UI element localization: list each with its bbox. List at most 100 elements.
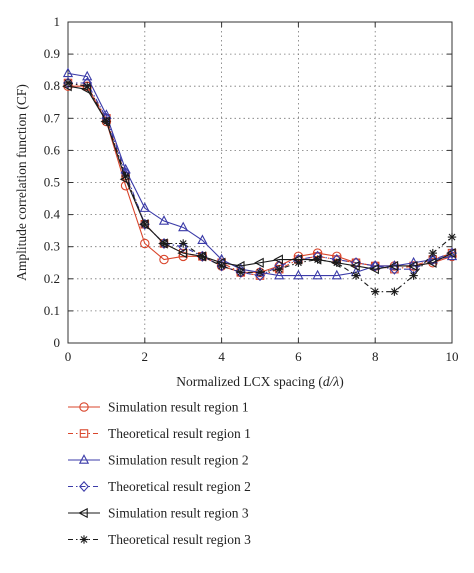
data-point [331, 269, 342, 280]
legend-label: Theoretical result region 2 [108, 479, 251, 494]
data-point [350, 260, 360, 272]
asterisk-stroke [410, 272, 418, 280]
legend-item-5: Simulation result region 3 [68, 506, 249, 521]
asterisk-stroke [122, 172, 130, 180]
y-axis-label: Amplitude correlation function (CF) [14, 84, 29, 281]
data-point [369, 264, 379, 275]
data-point [177, 248, 187, 259]
data-point [63, 78, 73, 88]
data-point [63, 77, 73, 89]
x-tick-label: 10 [446, 349, 459, 364]
y-tick-label: 0.5 [44, 175, 60, 190]
y-tick-label: 0.8 [44, 78, 60, 93]
asterisk-stroke [179, 240, 187, 247]
data-point [140, 238, 150, 249]
data-point [102, 117, 111, 126]
y-tick-label: 0.4 [44, 207, 61, 222]
asterisk-stroke [83, 82, 91, 90]
data-point [82, 70, 93, 81]
legend-marker [79, 429, 89, 438]
asterisk-stroke [314, 256, 322, 263]
x-tick-label: 6 [295, 349, 302, 364]
asterisk-stroke [294, 259, 302, 267]
axis-ticks: 00.10.20.30.40.50.60.70.80.910 2 4 6 8 10 [44, 14, 459, 364]
data-point [294, 258, 303, 267]
data-point [447, 232, 457, 242]
data-point [351, 271, 361, 280]
data-point [332, 258, 341, 267]
data-point [274, 269, 285, 280]
data-point [312, 269, 323, 280]
data-point [235, 266, 246, 278]
asterisk-stroke [237, 268, 245, 276]
data-point [254, 257, 264, 268]
asterisk-stroke [390, 288, 398, 296]
data-point [255, 268, 265, 277]
data-point [275, 264, 284, 274]
grid-lines [68, 22, 452, 343]
asterisk-stroke [198, 252, 206, 260]
asterisk-stroke [102, 118, 110, 125]
legend-item-4: Theoretical result region 2 [68, 479, 251, 494]
data-point [446, 248, 456, 259]
asterisk-stroke [352, 272, 360, 280]
asterisk-stroke [141, 220, 149, 228]
x-tick-label: 4 [218, 349, 225, 364]
data-point [388, 260, 399, 272]
y-tick-label: 0.7 [44, 110, 61, 125]
data-point [370, 260, 381, 272]
y-tick-label: 0 [54, 335, 61, 350]
data-point [409, 271, 418, 280]
legend-item-2: Theoretical result region 1 [68, 426, 251, 441]
data-point [140, 220, 149, 229]
data-point [426, 257, 437, 268]
data-point [234, 260, 245, 272]
asterisk-stroke [275, 265, 283, 273]
data-point [158, 215, 170, 225]
data-point [198, 252, 207, 261]
legend-label: Simulation result region 3 [108, 506, 249, 521]
series-line [67, 85, 453, 270]
data-point [407, 260, 418, 272]
x-axis-label-suffix: ) [339, 374, 344, 389]
data-point [236, 268, 245, 277]
x-tick-label: 0 [65, 349, 72, 364]
legend-label: Theoretical result region 3 [108, 532, 251, 547]
y-tick-label: 0.3 [44, 239, 60, 254]
data-point [351, 257, 361, 269]
legend-label: Theoretical result region 1 [108, 426, 251, 441]
y-tick-label: 0.9 [44, 46, 60, 61]
data-point [197, 234, 208, 245]
data-point [255, 270, 265, 282]
legend-label: Simulation result region 2 [108, 453, 249, 468]
x-tick-label: 2 [142, 349, 149, 364]
legend: Simulation result region 1 Theoretical re… [68, 400, 251, 547]
data-point [159, 239, 169, 248]
y-tick-label: 0.6 [44, 142, 61, 157]
legend-marker [78, 507, 88, 519]
data-point [313, 255, 322, 264]
data-point [178, 221, 189, 232]
data-point [121, 171, 130, 181]
data-point [427, 254, 438, 266]
legend-marker [79, 402, 89, 412]
data-point [217, 261, 226, 271]
legend-label: Simulation result region 1 [108, 400, 249, 415]
asterisk-stroke [371, 288, 379, 296]
legend-item-3: Simulation result region 2 [68, 453, 249, 468]
data-point [273, 254, 283, 265]
x-axis-label-variable: d/λ [323, 374, 340, 389]
data-point [390, 287, 399, 296]
asterisk-stroke [160, 240, 168, 247]
asterisk-stroke [218, 262, 226, 270]
asterisk-stroke [429, 249, 437, 257]
y-tick-label: 0.2 [44, 271, 60, 286]
data-point [371, 287, 380, 296]
x-axis-label-prefix: Normalized LCX spacing ( [176, 374, 323, 389]
legend-item-6: Theoretical result region 3 [68, 532, 251, 547]
legend-item-1: Simulation result region 1 [68, 400, 249, 415]
data-point [293, 269, 304, 280]
data-point [179, 239, 188, 248]
legend-marker [79, 480, 89, 493]
